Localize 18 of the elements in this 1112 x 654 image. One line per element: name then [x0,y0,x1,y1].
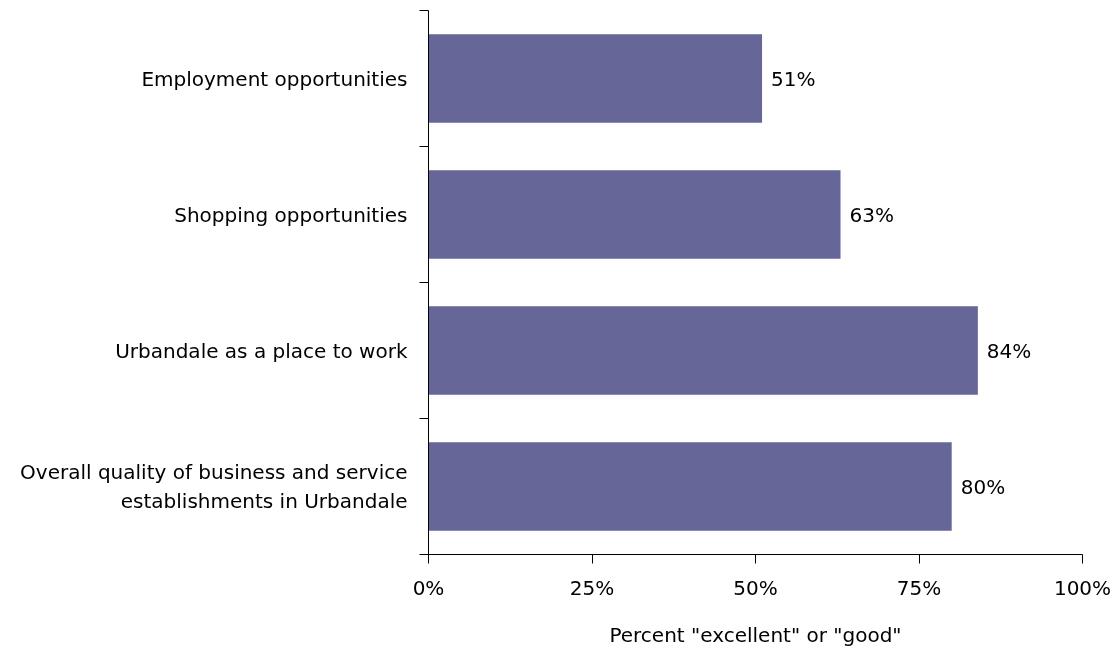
bar [428,170,841,259]
y-tick-label: Urbandale as a place to work [115,338,408,363]
data-label: 51% [771,66,816,91]
bar [428,442,952,531]
x-tick-label: 0% [412,575,445,600]
x-tick-label: 100% [1053,575,1112,600]
bar [428,306,978,395]
y-tick-label: Overall quality of business and service establishments in Urbandale [20,460,408,513]
y-tick-label: Shopping opportunities [174,202,408,227]
x-tick-label: 25% [569,575,615,600]
x-tick-label: 75% [896,575,942,600]
data-label: 84% [986,338,1032,363]
data-label: 63% [849,202,894,227]
x-axis-title: Percent "excellent" or "good" [609,622,902,647]
bar [428,34,763,123]
data-label: 80% [960,474,1006,499]
y-tick-label: Employment opportunities [141,66,408,91]
x-tick-label: 50% [733,575,778,600]
